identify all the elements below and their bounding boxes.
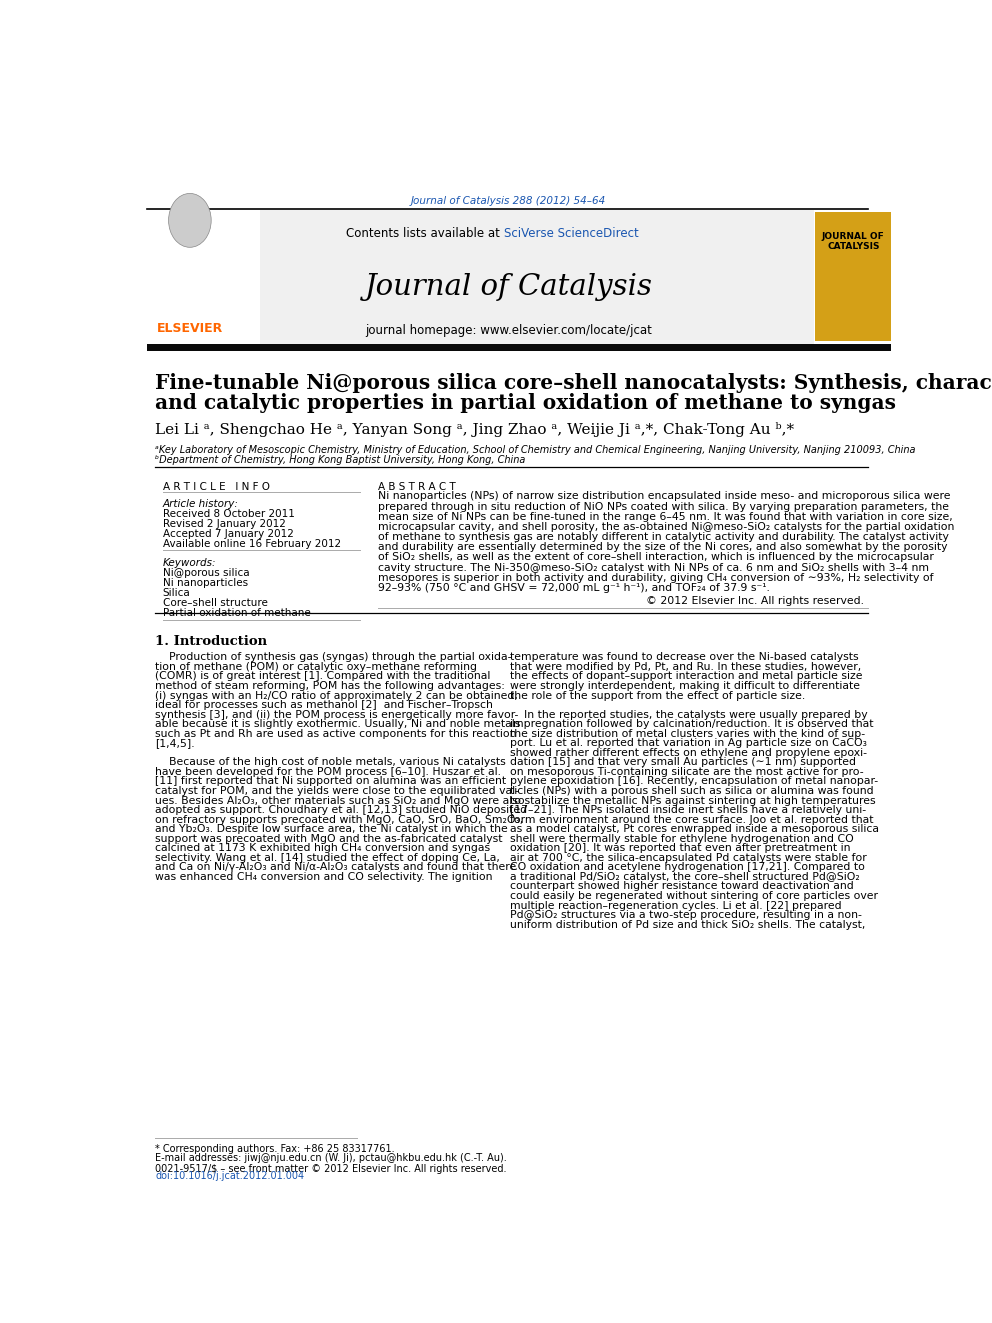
Text: Lei Li ᵃ, Shengchao He ᵃ, Yanyan Song ᵃ, Jing Zhao ᵃ, Weijie Ji ᵃ,*, Chak-Tong A: Lei Li ᵃ, Shengchao He ᵃ, Yanyan Song ᵃ,… [155,422,795,437]
Text: © 2012 Elsevier Inc. All rights reserved.: © 2012 Elsevier Inc. All rights reserved… [646,597,864,606]
Text: of methane to synthesis gas are notably different in catalytic activity and dura: of methane to synthesis gas are notably … [378,532,949,542]
Text: Core–shell structure: Core–shell structure [163,598,268,607]
Text: port. Lu et al. reported that variation in Ag particle size on CaCO₃: port. Lu et al. reported that variation … [510,738,867,749]
Text: CO oxidation and acetylene hydrogenation [17,21]. Compared to: CO oxidation and acetylene hydrogenation… [510,863,865,872]
Text: Because of the high cost of noble metals, various Ni catalysts: Because of the high cost of noble metals… [155,757,506,767]
Text: a traditional Pd/SiO₂ catalyst, the core–shell structured Pd@SiO₂: a traditional Pd/SiO₂ catalyst, the core… [510,872,860,882]
Text: Received 8 October 2011: Received 8 October 2011 [163,509,295,519]
Text: Ni@porous silica: Ni@porous silica [163,568,249,578]
Text: form environment around the core surface. Joo et al. reported that: form environment around the core surface… [510,815,873,824]
Text: counterpart showed higher resistance toward deactivation and: counterpart showed higher resistance tow… [510,881,854,892]
Text: air at 700 °C, the silica-encapsulated Pd catalysts were stable for: air at 700 °C, the silica-encapsulated P… [510,853,867,863]
Text: CATALYSIS: CATALYSIS [827,242,880,251]
Text: could easily be regenerated without sintering of core particles over: could easily be regenerated without sint… [510,890,878,901]
Text: selectivity. Wang et al. [14] studied the effect of doping Ce, La,: selectivity. Wang et al. [14] studied th… [155,853,500,863]
Text: impregnation followed by calcination/reduction. It is observed that: impregnation followed by calcination/red… [510,720,873,729]
Text: pylene epoxidation [16]. Recently, encapsulation of metal nanopar-: pylene epoxidation [16]. Recently, encap… [510,777,878,786]
Text: adopted as support. Choudhary et al. [12,13] studied NiO deposited: adopted as support. Choudhary et al. [12… [155,806,527,815]
Text: A R T I C L E   I N F O: A R T I C L E I N F O [163,482,270,492]
Text: and Yb₂O₃. Despite low surface area, the Ni catalyst in which the: and Yb₂O₃. Despite low surface area, the… [155,824,508,835]
Text: the effects of dopant–support interaction and metal particle size: the effects of dopant–support interactio… [510,672,862,681]
Text: were strongly interdependent, making it difficult to differentiate: were strongly interdependent, making it … [510,681,860,691]
Text: oxidation [20]. It was reported that even after pretreatment in: oxidation [20]. It was reported that eve… [510,843,850,853]
Text: and Ca on Ni/γ-Al₂O₃ and Ni/α-Al₂O₃ catalysts and found that there: and Ca on Ni/γ-Al₂O₃ and Ni/α-Al₂O₃ cata… [155,863,516,872]
Text: support was precoated with MgO and the as-fabricated catalyst: support was precoated with MgO and the a… [155,833,503,844]
Text: SciVerse ScienceDirect: SciVerse ScienceDirect [504,226,639,239]
Text: Pd@SiO₂ structures via a two-step procedure, resulting in a non-: Pd@SiO₂ structures via a two-step proced… [510,910,862,919]
Ellipse shape [169,193,211,247]
Text: and durability are essentially determined by the size of the Ni cores, and also : and durability are essentially determine… [378,542,947,552]
Text: on mesoporous Ti-containing silicate are the most active for pro-: on mesoporous Ti-containing silicate are… [510,767,864,777]
Text: ideal for processes such as methanol [2]  and Fischer–Tropsch: ideal for processes such as methanol [2]… [155,700,493,710]
Text: ᵃKey Laboratory of Mesoscopic Chemistry, Ministry of Education, School of Chemis: ᵃKey Laboratory of Mesoscopic Chemistry,… [155,446,916,455]
Text: was enhanced CH₄ conversion and CO selectivity. The ignition: was enhanced CH₄ conversion and CO selec… [155,872,492,882]
Text: and catalytic properties in partial oxidation of methane to syngas: and catalytic properties in partial oxid… [155,393,896,413]
Text: * Corresponding authors. Fax: +86 25 83317761.: * Corresponding authors. Fax: +86 25 833… [155,1144,395,1155]
Text: have been developed for the POM process [6–10]. Huszar et al.: have been developed for the POM process … [155,767,501,777]
Text: shell were thermally stable for ethylene hydrogenation and CO: shell were thermally stable for ethylene… [510,833,854,844]
Text: Available online 16 February 2012: Available online 16 February 2012 [163,540,341,549]
Text: Ni nanoparticles: Ni nanoparticles [163,578,248,587]
Bar [147,210,260,345]
Bar [147,344,891,352]
Text: catalyst for POM, and the yields were close to the equilibrated val-: catalyst for POM, and the yields were cl… [155,786,519,796]
Text: tion of methane (POM) or catalytic oxy–methane reforming: tion of methane (POM) or catalytic oxy–m… [155,662,477,672]
Text: multiple reaction–regeneration cycles. Li et al. [22] prepared: multiple reaction–regeneration cycles. L… [510,901,841,910]
Text: uniform distribution of Pd size and thick SiO₂ shells. The catalyst,: uniform distribution of Pd size and thic… [510,919,865,930]
Text: mean size of Ni NPs can be fine-tuned in the range 6–45 nm. It was found that wi: mean size of Ni NPs can be fine-tuned in… [378,512,953,521]
Text: to stabilize the metallic NPs against sintering at high temperatures: to stabilize the metallic NPs against si… [510,795,876,806]
Bar [147,210,813,345]
Text: In the reported studies, the catalysts were usually prepared by: In the reported studies, the catalysts w… [510,709,868,720]
Text: ticles (NPs) with a porous shell such as silica or alumina was found: ticles (NPs) with a porous shell such as… [510,786,874,796]
Text: prepared through in situ reduction of NiO NPs coated with silica. By varying pre: prepared through in situ reduction of Ni… [378,501,949,512]
Text: [11] first reported that Ni supported on alumina was an efficient: [11] first reported that Ni supported on… [155,777,506,786]
Text: Keywords:: Keywords: [163,557,216,568]
Text: ues. Besides Al₂O₃, other materials such as SiO₂ and MgO were also: ues. Besides Al₂O₃, other materials such… [155,795,525,806]
Text: 0021-9517/$ – see front matter © 2012 Elsevier Inc. All rights reserved.: 0021-9517/$ – see front matter © 2012 El… [155,1164,507,1174]
Text: microcapsular cavity, and shell porosity, the as-obtained Ni@meso-SiO₂ catalysts: microcapsular cavity, and shell porosity… [378,521,954,532]
Text: that were modified by Pd, Pt, and Ru. In these studies, however,: that were modified by Pd, Pt, and Ru. In… [510,662,861,672]
Text: calcined at 1173 K exhibited high CH₄ conversion and syngas: calcined at 1173 K exhibited high CH₄ co… [155,843,490,853]
Text: (COMR) is of great interest [1]. Compared with the traditional: (COMR) is of great interest [1]. Compare… [155,672,490,681]
Text: of SiO₂ shells, as well as the extent of core–shell interaction, which is influe: of SiO₂ shells, as well as the extent of… [378,553,934,562]
Text: doi:10.1016/j.jcat.2012.01.004: doi:10.1016/j.jcat.2012.01.004 [155,1171,305,1181]
Text: Silica: Silica [163,587,190,598]
Text: the size distribution of metal clusters varies with the kind of sup-: the size distribution of metal clusters … [510,729,865,738]
Text: Fine-tunable Ni@porous silica core–shell nanocatalysts: Synthesis, characterizat: Fine-tunable Ni@porous silica core–shell… [155,373,992,393]
Text: showed rather different effects on ethylene and propylene epoxi-: showed rather different effects on ethyl… [510,747,867,758]
Text: able because it is slightly exothermic. Usually, Ni and noble metals: able because it is slightly exothermic. … [155,720,521,729]
Text: Revised 2 January 2012: Revised 2 January 2012 [163,519,286,529]
Text: the role of the support from the effect of particle size.: the role of the support from the effect … [510,691,806,700]
Text: A B S T R A C T: A B S T R A C T [378,482,456,492]
Text: E-mail addresses: jiwj@nju.edu.cn (W. Ji), pctau@hkbu.edu.hk (C.-T. Au).: E-mail addresses: jiwj@nju.edu.cn (W. Ji… [155,1152,507,1163]
Text: dation [15] and that very small Au particles (∼1 nm) supported: dation [15] and that very small Au parti… [510,757,856,767]
Text: Journal of Catalysis: Journal of Catalysis [364,273,653,300]
Text: Contents lists available at: Contents lists available at [346,226,504,239]
Text: [1,4,5].: [1,4,5]. [155,738,194,749]
Text: Partial oxidation of methane: Partial oxidation of methane [163,607,310,618]
Text: (i) syngas with an H₂/CO ratio of approximately 2 can be obtained,: (i) syngas with an H₂/CO ratio of approx… [155,691,518,700]
Text: journal homepage: www.elsevier.com/locate/jcat: journal homepage: www.elsevier.com/locat… [365,324,652,336]
Text: method of steam reforming, POM has the following advantages:: method of steam reforming, POM has the f… [155,681,505,691]
Text: 1. Introduction: 1. Introduction [155,635,267,648]
Text: as a model catalyst, Pt cores enwrapped inside a mesoporous silica: as a model catalyst, Pt cores enwrapped … [510,824,879,835]
Text: on refractory supports precoated with MgO, CaO, SrO, BaO, Sm₂O₃,: on refractory supports precoated with Mg… [155,815,523,824]
Text: [17–21]. The NPs isolated inside inert shells have a relatively uni-: [17–21]. The NPs isolated inside inert s… [510,806,866,815]
Text: Accepted 7 January 2012: Accepted 7 January 2012 [163,529,294,540]
Text: ᵇDepartment of Chemistry, Hong Kong Baptist University, Hong Kong, China: ᵇDepartment of Chemistry, Hong Kong Bapt… [155,455,526,466]
Text: temperature was found to decrease over the Ni-based catalysts: temperature was found to decrease over t… [510,652,858,663]
Text: Article history:: Article history: [163,499,239,509]
Text: 92–93% (750 °C and GHSV = 72,000 mL g⁻¹ h⁻¹), and TOF₂₄ of 37.9 s⁻¹.: 92–93% (750 °C and GHSV = 72,000 mL g⁻¹ … [378,583,770,593]
Text: such as Pt and Rh are used as active components for this reaction: such as Pt and Rh are used as active com… [155,729,517,738]
Text: JOURNAL OF: JOURNAL OF [822,232,885,241]
Text: Journal of Catalysis 288 (2012) 54–64: Journal of Catalysis 288 (2012) 54–64 [411,196,606,205]
Text: synthesis [3], and (ii) the POM process is energetically more favor-: synthesis [3], and (ii) the POM process … [155,709,519,720]
Text: mesopores is superior in both activity and durability, giving CH₄ conversion of : mesopores is superior in both activity a… [378,573,933,582]
Text: Production of synthesis gas (syngas) through the partial oxida-: Production of synthesis gas (syngas) thr… [155,652,512,663]
Text: ELSEVIER: ELSEVIER [157,321,223,335]
Text: Ni nanoparticles (NPs) of narrow size distribution encapsulated inside meso- and: Ni nanoparticles (NPs) of narrow size di… [378,491,950,501]
Bar [815,212,891,341]
Text: cavity structure. The Ni-350@meso-SiO₂ catalyst with Ni NPs of ca. 6 nm and SiO₂: cavity structure. The Ni-350@meso-SiO₂ c… [378,562,930,573]
